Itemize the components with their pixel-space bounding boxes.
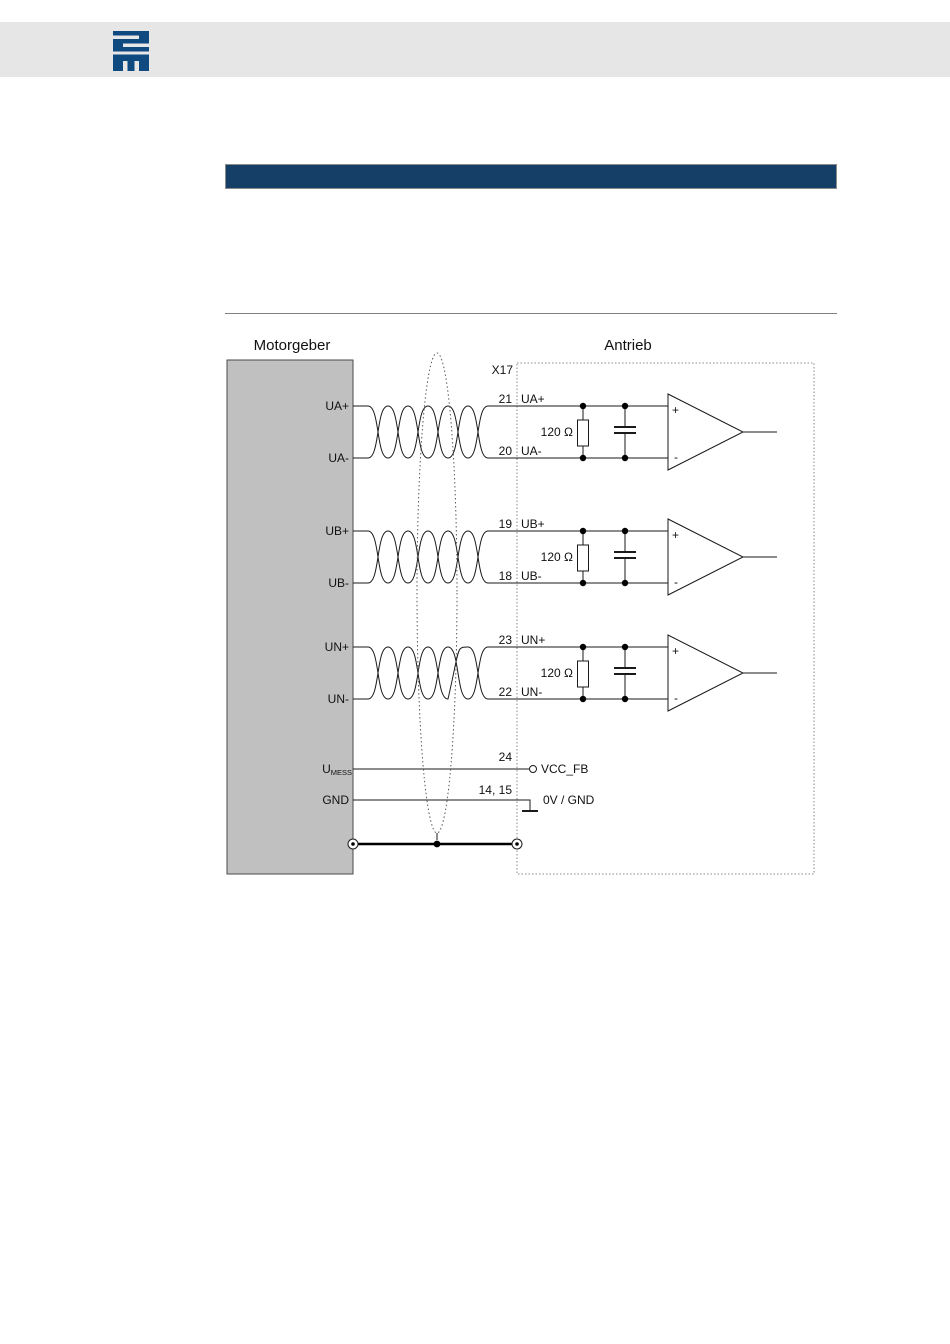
termination-resistor <box>577 419 589 447</box>
figure-top-rule <box>225 313 837 314</box>
header-band <box>0 22 950 77</box>
supply-and-ground: UMESS 24 VCC_FB GND 14, 15 0V / GND <box>322 750 595 812</box>
encoder-block-title: Motorgeber <box>254 337 331 354</box>
opamp-triangle <box>667 518 745 596</box>
supply-voltage-label-base: U <box>322 762 331 776</box>
logo-s-top-bar <box>113 31 149 36</box>
pin-number-neg: 20 <box>499 444 513 458</box>
pin-number-pos: 23 <box>499 633 513 647</box>
twisted-pair-wire-pos <box>353 405 502 459</box>
supply-signal-label: VCC_FB <box>541 762 588 776</box>
shield-terminal-left-dot <box>351 842 355 846</box>
encoder-signal-neg-label: UN- <box>328 692 349 706</box>
junction-dot <box>621 695 629 703</box>
opamp-minus-input: - <box>674 575 678 589</box>
pin-number-pos: 21 <box>499 392 513 406</box>
pin-signal-neg: UA- <box>521 444 542 458</box>
filter-capacitor <box>614 667 636 675</box>
drive-dashed-box <box>516 362 815 875</box>
pin-signal-pos: UA+ <box>521 392 545 406</box>
shield-ellipse <box>416 352 458 834</box>
resistor-value-label: 120 Ω <box>541 425 573 439</box>
junction-dot <box>621 402 629 410</box>
ground-wire <box>353 799 531 810</box>
pin-signal-neg: UN- <box>521 685 542 699</box>
logo-s-mid-bar <box>113 39 149 44</box>
twisted-pair-wire-pos <box>353 646 502 700</box>
section-heading-bar <box>225 164 837 189</box>
logo-s-upper-connector <box>139 35 149 39</box>
encoder-signal-pos-label: UA+ <box>325 399 349 413</box>
ground-signal-label: 0V / GND <box>543 793 595 807</box>
supply-voltage-label: UMESS <box>322 762 352 777</box>
logo-s-bottom-bar <box>113 47 149 52</box>
sieb-meyer-logo <box>113 31 149 71</box>
junction-dot <box>579 402 587 410</box>
pin-number-neg: 18 <box>499 569 513 583</box>
resistor-value-label: 120 Ω <box>541 666 573 680</box>
channel-a: UA+ UA- 21 UA+ 20 UA- 120 Ω + - <box>325 392 777 471</box>
opamp-triangle <box>667 634 745 712</box>
supply-voltage-label-subscript: MESS <box>331 768 352 777</box>
opamp-plus-input: + <box>672 528 679 542</box>
logo-m-slit-left <box>123 61 128 71</box>
filter-capacitor <box>614 426 636 434</box>
filter-capacitor <box>614 551 636 559</box>
encoder-signal-pos-label: UB+ <box>325 524 349 538</box>
termination-resistor <box>577 544 589 572</box>
opamp-triangle <box>667 393 745 471</box>
encoder-signal-neg-label: UA- <box>328 451 349 465</box>
connector-label: X17 <box>492 363 514 377</box>
supply-pin-number: 24 <box>499 750 513 764</box>
cable-shield <box>347 352 523 850</box>
logo-m-block <box>113 54 149 71</box>
ground-pin-numbers: 14, 15 <box>479 783 513 797</box>
junction-dot <box>579 579 587 587</box>
encoder-box <box>226 359 354 875</box>
junction-dot <box>579 695 587 703</box>
resistor-value-label: 120 Ω <box>541 550 573 564</box>
shield-junction-dot <box>433 840 441 848</box>
junction-dot <box>621 527 629 535</box>
junction-dot <box>621 579 629 587</box>
opamp-minus-input: - <box>674 691 678 705</box>
twisted-pair-wire-neg <box>353 405 502 459</box>
channel-b: UB+ UB- 19 UB+ 18 UB- 120 Ω + - <box>325 517 777 596</box>
logo-m-slit-right <box>134 61 139 71</box>
pin-signal-pos: UN+ <box>521 633 545 647</box>
twisted-pair-wire-neg <box>353 530 502 584</box>
encoder-signal-neg-label: UB- <box>328 576 349 590</box>
junction-dot <box>579 643 587 651</box>
pin-signal-pos: UB+ <box>521 517 545 531</box>
drive-block-title: Antrieb <box>604 337 652 354</box>
pin-signal-neg: UB- <box>521 569 542 583</box>
twisted-pair-wire-neg <box>353 646 502 700</box>
vcc-terminal-circle <box>529 765 537 773</box>
twisted-pair-wire-pos <box>353 530 502 584</box>
opamp-plus-input: + <box>672 403 679 417</box>
channel-n: UN+ UN- 23 UN+ 22 UN- 120 Ω + - <box>325 633 777 712</box>
termination-resistor <box>577 660 589 688</box>
ground-label: GND <box>322 793 349 807</box>
opamp-plus-input: + <box>672 644 679 658</box>
opamp-minus-input: - <box>674 450 678 464</box>
shield-terminal-right-dot <box>515 842 519 846</box>
pin-number-pos: 19 <box>499 517 513 531</box>
junction-dot <box>579 527 587 535</box>
junction-dot <box>621 643 629 651</box>
junction-dot <box>579 454 587 462</box>
encoder-signal-pos-label: UN+ <box>325 640 349 654</box>
junction-dot <box>621 454 629 462</box>
pin-number-neg: 22 <box>499 685 513 699</box>
logo-s-lower-connector <box>113 43 123 47</box>
